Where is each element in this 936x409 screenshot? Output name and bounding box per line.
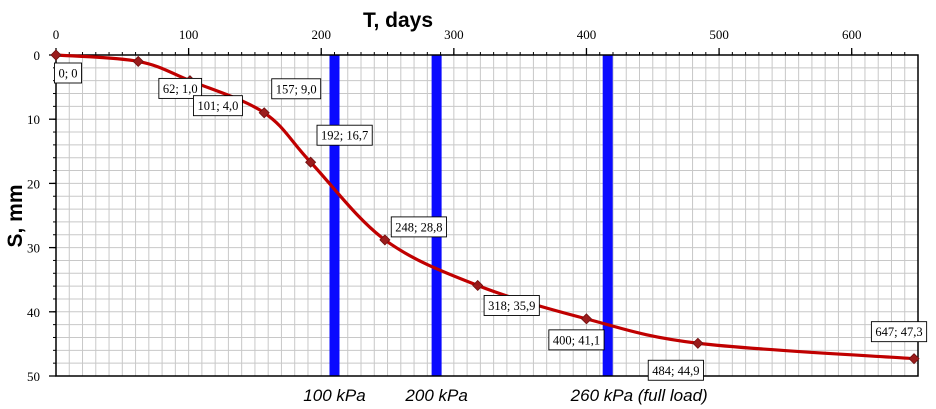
data-label-box [158, 77, 203, 99]
data-label: 101; 4,0 [192, 95, 243, 117]
load-stage-label: 100 kPa [303, 386, 365, 405]
data-label: 192; 16,7 [316, 124, 373, 146]
data-label-text: 157; 9,0 [276, 82, 317, 96]
data-label-box [647, 359, 704, 381]
data-label-box [870, 321, 928, 343]
data-label: 647; 47,3 [870, 321, 928, 343]
data-label: 0; 0 [53, 62, 83, 84]
data-label-box [316, 124, 373, 146]
load-stage-label: 260 kPa (full load) [570, 386, 708, 405]
data-label-text: 101; 4,0 [197, 99, 238, 113]
data-label-text: 647; 47,3 [875, 325, 922, 339]
x-tick-label: 400 [577, 27, 597, 42]
y-tick-label: 50 [27, 369, 40, 384]
data-label-box [192, 95, 243, 117]
x-axis-title: T, days [363, 9, 433, 32]
data-label-text: 0; 0 [58, 67, 77, 81]
data-label: 157; 9,0 [271, 78, 322, 100]
y-tick-label: 30 [27, 241, 40, 256]
data-label-text: 318; 35,9 [488, 299, 535, 313]
x-tick-label: 200 [311, 27, 331, 42]
x-tick-label: 100 [179, 27, 199, 42]
x-tick-label: 0 [53, 27, 60, 42]
data-label: 62; 1,0 [158, 77, 203, 99]
grid-lines [56, 55, 918, 376]
data-label-box [483, 295, 540, 316]
data-label-box [53, 62, 83, 84]
y-tick-label: 10 [27, 112, 40, 127]
data-label: 400; 41,1 [548, 329, 605, 351]
data-label-text: 400; 41,1 [553, 333, 600, 347]
data-label: 248; 28,8 [390, 216, 447, 238]
load-stage-line [329, 55, 340, 376]
load-stage-lines [329, 55, 613, 376]
point-labels: 0; 0 62; 1,0 101; 4,0 157; 9,0 192; 16,7 248;… [53, 62, 928, 381]
y-tick-label: 40 [27, 305, 40, 320]
data-label-box [548, 329, 605, 351]
data-point [472, 279, 484, 292]
y-tick-label: 0 [34, 48, 41, 63]
x-tick-label: 300 [444, 27, 464, 42]
data-label-text: 192; 16,7 [321, 129, 368, 143]
load-stage-line [431, 55, 442, 376]
axes: 0 100 200 300 400 500 600 0 10 20 30 40 50 [27, 27, 906, 384]
data-label-text: 248; 28,8 [395, 220, 442, 234]
data-point [692, 337, 704, 349]
plot-frame [55, 54, 919, 377]
load-stage-line [602, 55, 613, 376]
data-point [258, 107, 270, 119]
x-tick-label: 600 [842, 27, 862, 42]
data-label-text: 62; 1,0 [163, 82, 198, 96]
data-point [379, 234, 391, 246]
data-label-text: 484; 44,9 [652, 364, 699, 378]
data-point [305, 156, 317, 168]
data-label-box [271, 78, 322, 100]
y-tick-label: 20 [27, 176, 40, 191]
data-point [580, 313, 593, 325]
data-label-box [390, 216, 447, 238]
y-axis-title: S, mm [4, 184, 27, 247]
data-label: 484; 44,9 [647, 359, 704, 381]
data-point [132, 55, 144, 67]
data-point [50, 49, 62, 61]
data-label: 318; 35,9 [483, 295, 540, 316]
x-tick-label: 500 [709, 27, 729, 42]
data-point [908, 353, 920, 365]
load-stage-label: 200 kPa [404, 386, 467, 405]
